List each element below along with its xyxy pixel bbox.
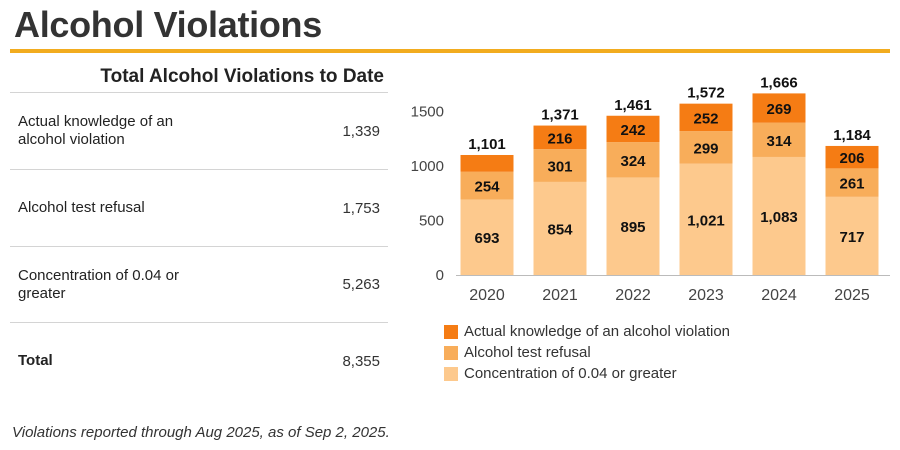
bar-segment-label: 314 xyxy=(766,133,792,150)
bar-segment-label: 252 xyxy=(693,110,718,127)
bar-segment-label: 1,021 xyxy=(687,212,725,229)
summary-row-value: 5,263 xyxy=(342,276,380,293)
summary-total-value: 8,355 xyxy=(342,352,380,370)
stacked-bar-chart: 0 500 1000 1500 693 254 1,101 2020 854 301 216 1,37… xyxy=(400,56,895,386)
bar-segment-label: 242 xyxy=(620,122,645,139)
page-title: Alcohol Violations xyxy=(14,4,322,45)
summary-row-total: Total 8,355 xyxy=(10,323,388,399)
bar-segment-label: 717 xyxy=(839,229,864,246)
bar-segment-label: 299 xyxy=(693,140,718,157)
bar-segment-actual-knowledge xyxy=(606,115,660,143)
bar-segment-test-refusal xyxy=(825,168,879,197)
bar-segment-test-refusal xyxy=(679,131,733,164)
bar-segment-label: 693 xyxy=(474,230,499,247)
bar-segment-test-refusal xyxy=(533,149,587,182)
bar-total-label: 1,101 xyxy=(468,136,506,153)
x-tick-label: 2024 xyxy=(761,287,797,304)
bar-segment-actual-knowledge xyxy=(825,145,879,169)
bar-segment-test-refusal xyxy=(752,122,806,157)
bar-segment-label: 216 xyxy=(547,130,572,147)
x-tick-label: 2022 xyxy=(615,287,651,304)
bar-total-label: 1,184 xyxy=(833,127,871,144)
bar-segment-label: 301 xyxy=(547,159,572,176)
summary-row-label: Actual knowledge of an alcohol violation xyxy=(18,113,174,148)
bar-segment-label: 854 xyxy=(547,221,573,238)
legend-swatch xyxy=(444,324,458,339)
summary-table: Total Alcohol Violations to Date Actual … xyxy=(10,62,388,399)
y-tick-label: 0 xyxy=(436,267,444,284)
summary-row-concentration: Concentration of 0.04 or greater 5,263 xyxy=(10,247,388,323)
footnote: Violations reported through Aug 2025, as… xyxy=(12,424,390,441)
chart-legend: Actual knowledge of an alcohol violation… xyxy=(444,321,730,384)
bar-segment-concentration xyxy=(825,196,879,275)
x-tick-label: 2020 xyxy=(469,287,505,304)
legend-label: Concentration of 0.04 or greater xyxy=(464,365,677,382)
legend-swatch xyxy=(444,345,458,360)
bar-segment-concentration xyxy=(679,163,733,275)
x-tick-label: 2021 xyxy=(542,287,578,304)
bar-segment-test-refusal xyxy=(606,142,660,178)
bar-segment-label: 206 xyxy=(839,150,864,167)
bar-segment-label: 254 xyxy=(474,179,500,196)
bar-segment-concentration xyxy=(752,156,806,275)
summary-row-label: Alcohol test refusal xyxy=(18,199,145,216)
bar-segment-actual-knowledge xyxy=(460,154,514,172)
bar-segment-concentration xyxy=(533,181,587,275)
bar-segment-actual-knowledge xyxy=(752,93,806,123)
x-tick-label: 2025 xyxy=(834,287,870,304)
summary-total-label: Total xyxy=(18,352,53,369)
bar-segment-label: 261 xyxy=(839,176,864,193)
legend-label: Alcohol test refusal xyxy=(464,344,591,361)
bar-segment-test-refusal xyxy=(460,171,514,200)
y-tick-label: 500 xyxy=(419,213,444,230)
y-tick-label: 1000 xyxy=(411,158,444,175)
bar-segment-actual-knowledge xyxy=(533,125,587,150)
bar-total-label: 1,461 xyxy=(614,97,652,114)
summary-row-value: 1,339 xyxy=(342,122,380,140)
x-tick-label: 2023 xyxy=(688,287,724,304)
bar-total-label: 1,371 xyxy=(541,107,579,124)
legend-item-actual-knowledge: Actual knowledge of an alcohol violation xyxy=(444,321,730,342)
bar-total-label: 1,666 xyxy=(760,74,798,91)
legend-item-test-refusal: Alcohol test refusal xyxy=(444,342,730,363)
bar-segment-concentration xyxy=(606,177,660,275)
bar-segment-label: 269 xyxy=(766,101,791,118)
summary-heading: Total Alcohol Violations to Date xyxy=(10,62,388,93)
bar-segment-label: 1,083 xyxy=(760,209,798,226)
summary-row-label: Concentration of 0.04 or greater xyxy=(18,266,179,302)
summary-row-value: 1,753 xyxy=(342,199,380,217)
title-divider xyxy=(10,49,890,53)
bar-segment-label: 324 xyxy=(620,153,646,170)
legend-swatch xyxy=(444,366,458,381)
summary-row-test-refusal: Alcohol test refusal 1,753 xyxy=(10,170,388,247)
legend-label: Actual knowledge of an alcohol violation xyxy=(464,323,731,340)
summary-row-actual-knowledge: Actual knowledge of an alcohol violation… xyxy=(10,93,388,170)
bar-segment-label: 895 xyxy=(620,219,645,236)
chart-canvas: 0 500 1000 1500 693 254 1,101 2020 854 301 216 1,37… xyxy=(411,74,890,304)
bar-segment-actual-knowledge xyxy=(679,103,733,132)
bar-segment-concentration xyxy=(460,199,514,275)
bar-total-label: 1,572 xyxy=(687,85,725,102)
y-tick-label: 1500 xyxy=(411,104,444,121)
legend-item-concentration: Concentration of 0.04 or greater xyxy=(444,363,730,384)
